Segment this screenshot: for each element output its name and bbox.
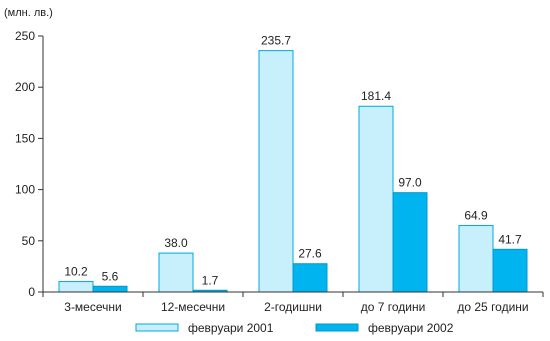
y-tick-label: 50 xyxy=(22,234,36,248)
bar-feb-2001 xyxy=(358,105,394,293)
value-label: 10.2 xyxy=(64,265,88,279)
value-labels: 10.2 38.0 235.7 181.4 64.9 5.6 1.7 27.6 97.0 41.7 xyxy=(64,34,522,288)
legend-swatch xyxy=(135,323,179,332)
y-tick-label: 100 xyxy=(15,183,35,197)
y-tick-label: 150 xyxy=(15,131,35,145)
legend-label: февруари 2001 xyxy=(188,321,274,335)
value-label: 41.7 xyxy=(498,232,522,246)
value-label: 97.0 xyxy=(398,176,422,190)
value-label: 64.9 xyxy=(464,209,488,223)
bar-feb-2001 xyxy=(258,50,294,293)
y-tick-label: 250 xyxy=(15,29,35,43)
x-category-label: 12-месечни xyxy=(161,300,225,314)
bar-feb-2001 xyxy=(158,252,194,293)
legend-swatch xyxy=(315,323,359,332)
bar-feb-2001 xyxy=(458,225,494,293)
y-tick-label: 200 xyxy=(15,80,35,94)
value-label: 235.7 xyxy=(261,34,291,48)
x-category-label: 2-годишни xyxy=(264,300,322,314)
x-category-label: до 7 години xyxy=(361,300,426,314)
value-label: 181.4 xyxy=(361,89,391,103)
legend: февруари 2001 февруари 2002 xyxy=(135,321,454,335)
y-axis: 0 50 100 150 200 250 xyxy=(15,29,44,299)
bar-feb-2002 xyxy=(392,192,428,293)
legend-label: февруари 2002 xyxy=(368,321,454,335)
value-label: 5.6 xyxy=(102,269,119,283)
bar-feb-2001 xyxy=(58,281,94,293)
bar-feb-2002 xyxy=(492,248,528,293)
bar-feb-2002 xyxy=(92,285,128,293)
y-tick-label: 0 xyxy=(28,285,35,299)
bars xyxy=(58,50,528,293)
x-category-label: до 25 години xyxy=(457,300,528,314)
y-axis-unit-label: (млн. лв.) xyxy=(4,7,53,19)
x-axis: 3-месечни 12-месечни 2-годишни до 7 години д… xyxy=(42,291,544,314)
value-label: 1.7 xyxy=(202,273,219,287)
bar-feb-2002 xyxy=(292,263,328,293)
value-label: 27.6 xyxy=(298,247,322,261)
x-category-label: 3-месечни xyxy=(64,300,121,314)
value-label: 38.0 xyxy=(164,236,188,250)
